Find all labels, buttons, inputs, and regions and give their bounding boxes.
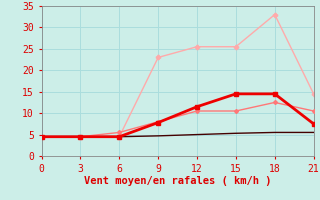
X-axis label: Vent moyen/en rafales ( km/h ): Vent moyen/en rafales ( km/h ) xyxy=(84,176,271,186)
